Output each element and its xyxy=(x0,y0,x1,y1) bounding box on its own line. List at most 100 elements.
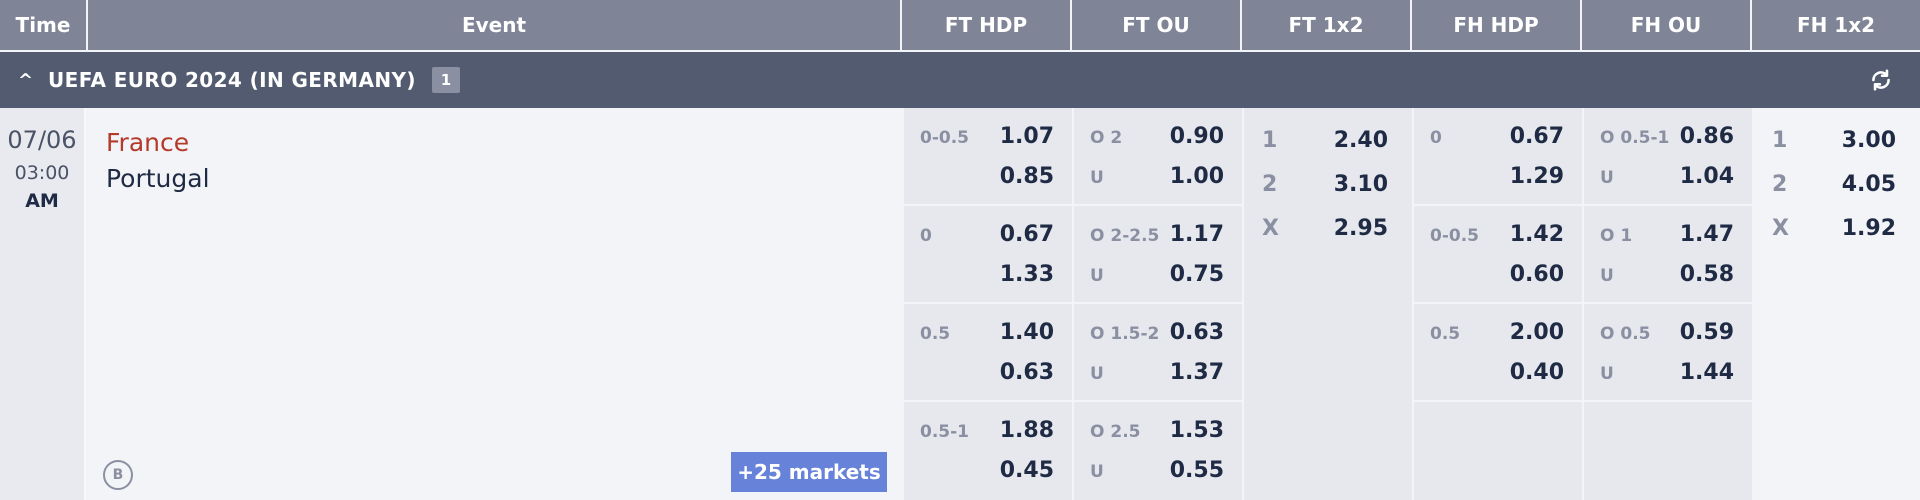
league-name: UEFA EURO 2024 (IN GERMANY) xyxy=(48,68,416,92)
odds-value[interactable]: 0.60 xyxy=(1509,262,1564,287)
ft-ou-row: O 2-2.5 U 1.17 0.75 xyxy=(1074,206,1242,302)
refresh-icon[interactable] xyxy=(1868,67,1894,93)
odds-value[interactable]: 1.44 xyxy=(1679,360,1734,385)
outcome-key: 2 xyxy=(1772,172,1788,197)
outcome-key: X xyxy=(1262,216,1279,241)
odds-value[interactable]: 0.45 xyxy=(999,458,1054,483)
home-team[interactable]: France xyxy=(106,128,190,157)
odds-value[interactable]: 1.00 xyxy=(1169,164,1224,189)
fh-hdp-row: 0.5 2.00 0.40 xyxy=(1414,304,1582,400)
odds-value[interactable]: 0.63 xyxy=(1169,320,1224,345)
odds-value[interactable]: 1.29 xyxy=(1509,164,1564,189)
ft-1x2-row[interactable]: X 2.95 xyxy=(1244,216,1412,252)
fh-ou-row: O 0.5 U 0.59 1.44 xyxy=(1584,304,1752,400)
odds-value[interactable]: 0.55 xyxy=(1169,458,1224,483)
odds-value[interactable]: 0.59 xyxy=(1679,320,1734,345)
fh-1x2-row[interactable]: 2 4.05 xyxy=(1754,172,1920,208)
odds-value[interactable]: 1.07 xyxy=(999,124,1054,149)
fh-ou-row: O 1 U 1.47 0.58 xyxy=(1584,206,1752,302)
hdp-line: 0-0.5 xyxy=(920,128,969,148)
odds-value[interactable]: 1.88 xyxy=(999,418,1054,443)
ft-ou-column: O 2 U 0.90 1.00 O 2-2.5 U 1.17 0.75 O 1.… xyxy=(1074,108,1242,500)
odds-value[interactable]: 3.00 xyxy=(1841,128,1896,153)
ft-ou-row: O 1.5-2 U 0.63 1.37 xyxy=(1074,304,1242,400)
odds-value[interactable]: 0.85 xyxy=(999,164,1054,189)
ft-hdp-row: 0.5 1.40 0.63 xyxy=(904,304,1072,400)
odds-value[interactable]: 0.90 xyxy=(1169,124,1224,149)
more-markets-button[interactable]: +25 markets xyxy=(731,452,887,492)
under-line: U xyxy=(1600,266,1614,286)
ft-hdp-row: 0 0.67 1.33 xyxy=(904,206,1072,302)
odds-value[interactable]: 0.58 xyxy=(1679,262,1734,287)
under-line: U xyxy=(1090,168,1104,188)
over-line: O 1 xyxy=(1600,226,1633,246)
under-line: U xyxy=(1090,266,1104,286)
hdp-line: 0.5-1 xyxy=(920,422,969,442)
match-ampm: AM xyxy=(25,190,59,212)
header-fh-1x2: FH 1x2 xyxy=(1796,13,1876,37)
league-bar[interactable]: ^ UEFA EURO 2024 (IN GERMANY) 1 xyxy=(0,52,1920,108)
over-line: O 2-2.5 xyxy=(1090,226,1160,246)
match-time: 03:00 xyxy=(14,162,70,184)
odds-value[interactable]: 0.67 xyxy=(999,222,1054,247)
ft-1x2-row[interactable]: 2 3.10 xyxy=(1244,172,1412,208)
outcome-key: 1 xyxy=(1262,128,1278,153)
column-header: Time Event FT HDP FT OU FT 1x2 FH HDP FH… xyxy=(0,0,1920,50)
hdp-line: 0.5 xyxy=(920,324,951,344)
odds-value[interactable]: 0.86 xyxy=(1679,124,1734,149)
b-badge-icon[interactable]: B xyxy=(103,460,133,490)
ft-1x2-column: 1 2.40 2 3.10 X 2.95 xyxy=(1244,108,1412,500)
outcome-key: X xyxy=(1772,216,1789,241)
odds-value[interactable]: 1.40 xyxy=(999,320,1054,345)
odds-value[interactable]: 1.53 xyxy=(1169,418,1224,443)
odds-value[interactable]: 1.37 xyxy=(1169,360,1224,385)
fh-ou-empty xyxy=(1584,402,1752,500)
odds-value[interactable]: 0.67 xyxy=(1509,124,1564,149)
header-ft-hdp: FT HDP xyxy=(902,0,1072,50)
fh-1x2-row[interactable]: X 1.92 xyxy=(1754,216,1920,252)
fh-hdp-row: 0-0.5 1.42 0.60 xyxy=(1414,206,1582,302)
odds-value[interactable]: 4.05 xyxy=(1841,172,1896,197)
odds-value[interactable]: 0.63 xyxy=(999,360,1054,385)
odds-value[interactable]: 1.04 xyxy=(1679,164,1734,189)
hdp-line: 0-0.5 xyxy=(1430,226,1479,246)
fh-hdp-column: 0 0.67 1.29 0-0.5 1.42 0.60 0.5 2.00 0.4… xyxy=(1414,108,1582,500)
odds-value[interactable]: 1.92 xyxy=(1841,216,1896,241)
ft-ou-row: O 2 U 0.90 1.00 xyxy=(1074,108,1242,204)
header-fh-ou: FH OU xyxy=(1582,0,1752,50)
ft-hdp-row: 0.5-1 1.88 0.45 xyxy=(904,402,1072,500)
away-team[interactable]: Portugal xyxy=(106,164,210,193)
over-line: O 1.5-2 xyxy=(1090,324,1160,344)
odds-value[interactable]: 0.75 xyxy=(1169,262,1224,287)
fh-1x2-row[interactable]: 1 3.00 xyxy=(1754,128,1920,164)
hdp-line: 0 xyxy=(920,226,932,246)
header-ft-ou: FT OU xyxy=(1072,0,1242,50)
chevron-up-icon[interactable]: ^ xyxy=(18,69,34,91)
odds-value[interactable]: 2.95 xyxy=(1333,216,1388,241)
event-cell: France Portugal B +25 markets xyxy=(88,108,902,500)
ft-1x2-row[interactable]: 1 2.40 xyxy=(1244,128,1412,164)
odds-value[interactable]: 2.40 xyxy=(1333,128,1388,153)
outcome-key: 1 xyxy=(1772,128,1788,153)
odds-value[interactable]: 0.40 xyxy=(1509,360,1564,385)
league-match-count: 1 xyxy=(431,67,460,93)
fh-ou-column: O 0.5-1 U 0.86 1.04 O 1 U 1.47 0.58 O 0.… xyxy=(1584,108,1752,500)
match-time-cell: 07/06 03:00 AM xyxy=(0,108,86,500)
fh-ou-row: O 0.5-1 U 0.86 1.04 xyxy=(1584,108,1752,204)
odds-value[interactable]: 2.00 xyxy=(1509,320,1564,345)
hdp-line: 0 xyxy=(1430,128,1442,148)
odds-value[interactable]: 1.17 xyxy=(1169,222,1224,247)
ft-hdp-row: 0-0.5 1.07 0.85 xyxy=(904,108,1072,204)
over-line: O 2.5 xyxy=(1090,422,1141,442)
under-line: U xyxy=(1600,168,1614,188)
under-line: U xyxy=(1090,364,1104,384)
outcome-key: 2 xyxy=(1262,172,1278,197)
fh-1x2-column: 1 3.00 2 4.05 X 1.92 xyxy=(1754,108,1920,500)
under-line: U xyxy=(1600,364,1614,384)
under-line: U xyxy=(1090,462,1104,482)
odds-value[interactable]: 1.42 xyxy=(1509,222,1564,247)
odds-value[interactable]: 1.33 xyxy=(999,262,1054,287)
odds-value[interactable]: 3.10 xyxy=(1333,172,1388,197)
odds-value[interactable]: 1.47 xyxy=(1679,222,1734,247)
